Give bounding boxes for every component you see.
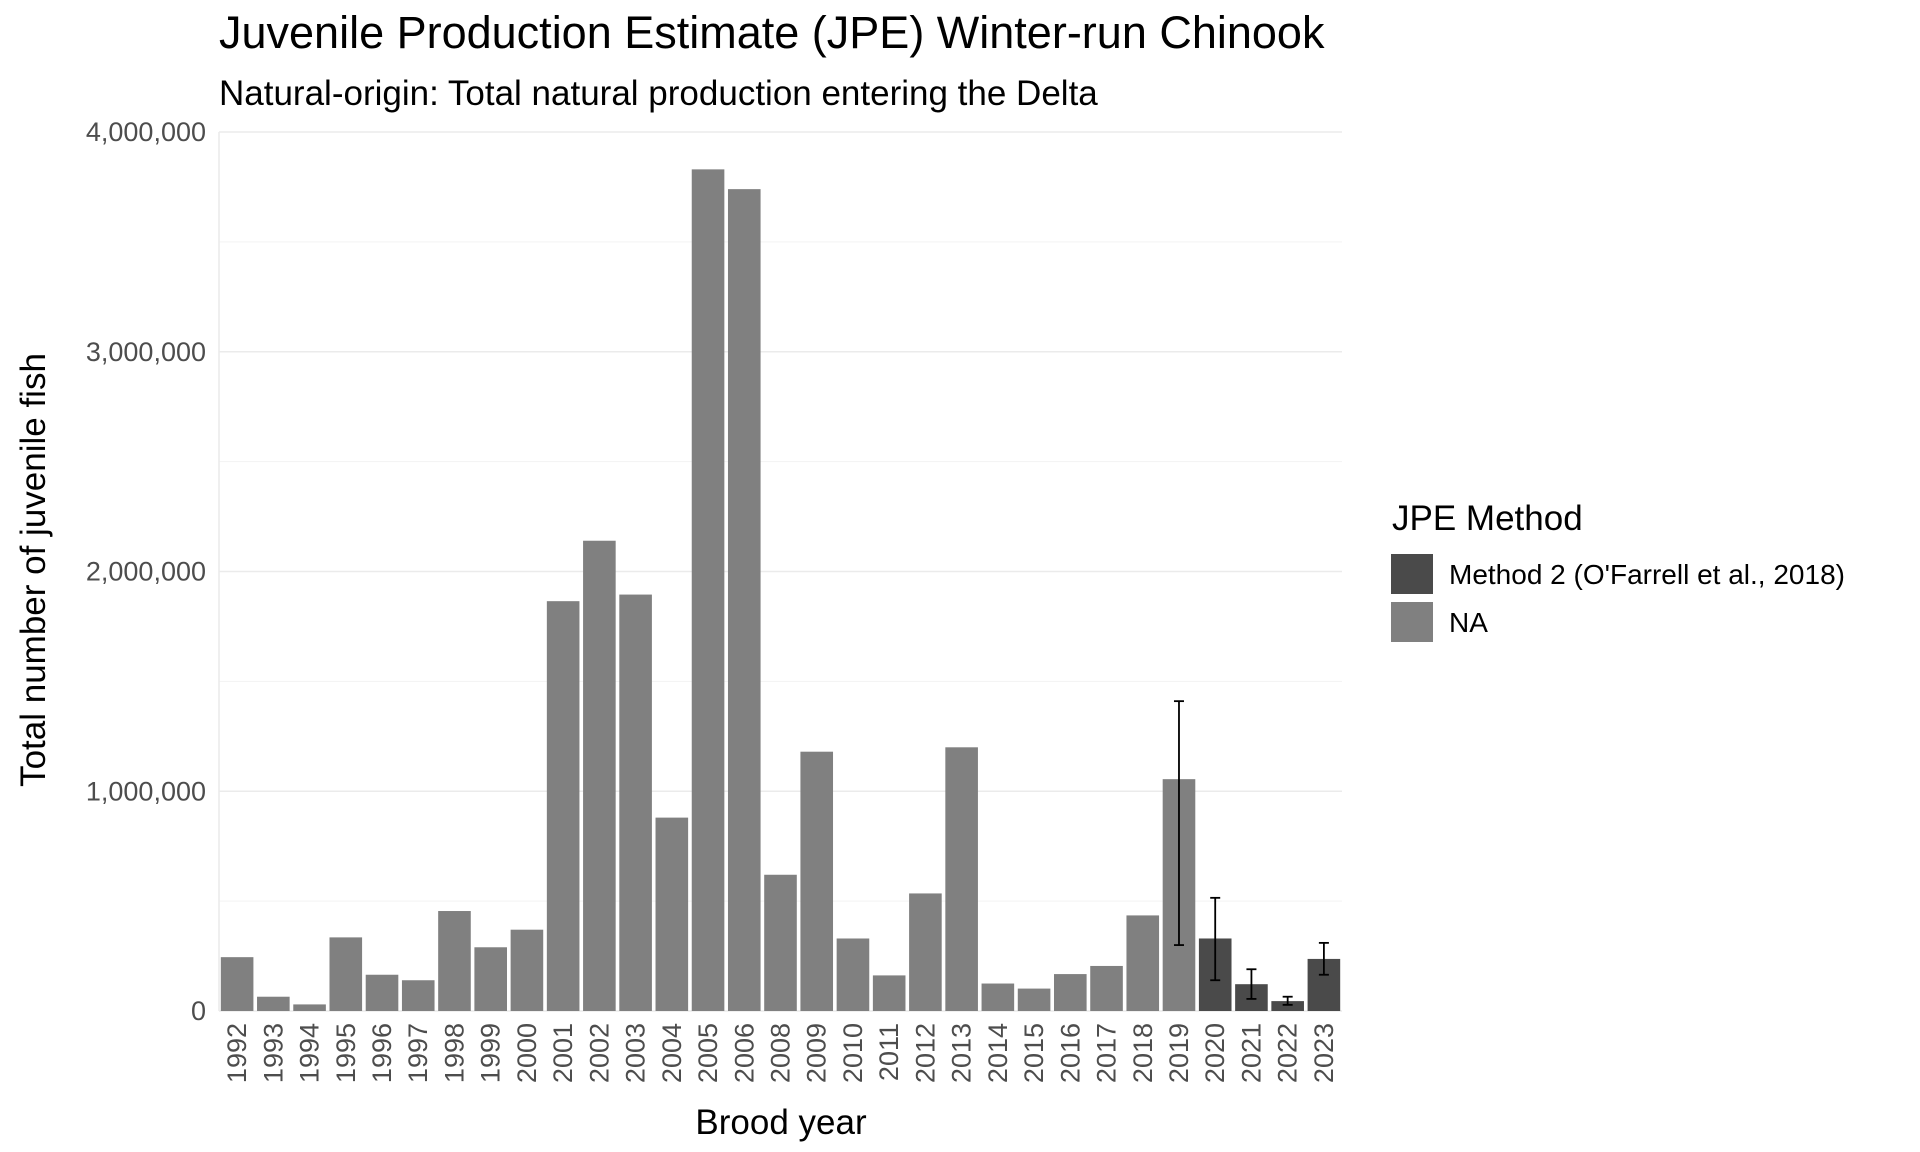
x-tick-label: 2022 [1273,1023,1303,1083]
x-tick-label: 2013 [947,1023,977,1083]
x-tick-label: 2017 [1092,1023,1122,1083]
x-tick-label: 1995 [331,1023,361,1083]
bar-2022 [1271,1001,1304,1011]
error-bar-2021 [1246,968,1257,1000]
x-tick-label: 1992 [222,1023,252,1083]
error-bar-2019 [1173,700,1184,946]
bar-2003 [619,594,652,1011]
bar-2009 [800,751,834,1011]
x-tick-label: 2019 [1164,1023,1194,1083]
legend-label-na: NA [1449,607,1488,638]
x-tick-label: 2015 [1019,1023,1049,1083]
x-tick-label: 1998 [439,1023,469,1083]
x-tick-label: 2005 [693,1023,723,1083]
bars [220,169,1341,1012]
bar-2004 [655,817,689,1011]
x-tick-label: 1996 [367,1023,397,1083]
bar-1998 [438,911,471,1011]
y-axis-ticks: 0 1,000,000 2,000,000 3,000,000 4,000,000 [86,117,206,1026]
x-tick-label: 2023 [1309,1023,1339,1083]
bar-2002 [583,540,616,1011]
x-tick-label: 2001 [548,1023,578,1083]
bar-2006 [727,189,761,1011]
y-tick-label: 3,000,000 [86,337,206,367]
bar-1996 [365,974,399,1011]
x-axis-ticks: 1992 1993 1994 1995 1996 1997 1998 1999 2000 2001… [222,1023,1339,1083]
bar-1992 [220,957,254,1011]
x-tick-label: 2008 [766,1023,796,1083]
error-bar-2020 [1210,896,1221,982]
bar-2005 [691,169,725,1012]
x-tick-label: 1994 [295,1023,325,1083]
bar-1994 [293,1004,326,1011]
chart-title: Juvenile Production Estimate (JPE) Winte… [219,7,1325,58]
x-tick-label: 1997 [403,1023,433,1083]
y-tick-label: 4,000,000 [86,117,206,147]
y-tick-label: 0 [191,996,206,1026]
y-axis-title: Total number of juvenile fish [14,353,53,787]
x-tick-label: 2002 [584,1023,614,1083]
bar-2001 [546,601,580,1011]
x-tick-label: 2012 [910,1023,940,1083]
bar-1995 [329,937,363,1011]
x-tick-label: 1999 [476,1023,506,1083]
bar-2014 [981,983,1015,1011]
bar-2018 [1126,915,1160,1011]
legend-swatch-na [1391,602,1433,642]
legend: JPE Method Method 2 (O'Farrell et al., 2… [1391,499,1845,642]
bar-2017 [1090,965,1123,1011]
x-tick-label: 1993 [258,1023,288,1083]
bar-2010 [836,938,870,1011]
bar-1999 [474,947,507,1011]
error-bars [1173,700,1329,1006]
bar-2008 [764,874,797,1011]
chart-subtitle: Natural-origin: Total natural production… [219,74,1098,113]
x-tick-label: 2014 [983,1023,1013,1083]
error-bar-2023 [1318,941,1329,976]
x-axis-title: Brood year [695,1103,867,1142]
x-tick-label: 2016 [1055,1023,1085,1083]
x-tick-label: 2003 [621,1023,651,1083]
x-tick-label: 2010 [838,1023,868,1083]
bar-1993 [257,996,290,1011]
bar-1997 [401,980,435,1011]
bar-2011 [872,975,906,1011]
bar-2000 [510,929,544,1011]
legend-title: JPE Method [1392,499,1583,538]
legend-label-method2: Method 2 (O'Farrell et al., 2018) [1449,559,1845,590]
x-tick-label: 2009 [802,1023,832,1083]
y-tick-label: 1,000,000 [86,776,206,806]
y-tick-label: 2,000,000 [86,557,206,587]
x-tick-label: 2000 [512,1023,542,1083]
x-tick-label: 2021 [1236,1023,1266,1083]
x-tick-label: 2018 [1128,1023,1158,1083]
error-bar-2022 [1282,995,1293,1006]
legend-swatch-method2 [1391,554,1433,594]
bar-2015 [1017,988,1051,1011]
x-tick-label: 2004 [657,1023,687,1083]
x-tick-label: 2020 [1200,1023,1230,1083]
x-tick-label: 2011 [874,1023,904,1081]
x-tick-label: 2006 [729,1023,759,1083]
bar-2013 [945,747,978,1011]
bar-2016 [1054,974,1087,1011]
bar-2012 [909,893,942,1011]
